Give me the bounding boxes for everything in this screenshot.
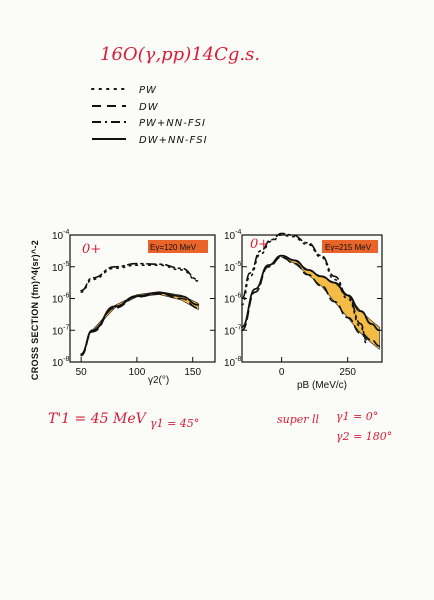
x-tick-label: 250 [339,367,356,378]
legend-item-pw-fsi: PW+NN-FSI [92,118,206,129]
y-tick-exponent: -5 [235,261,241,268]
series-dw-line [241,256,381,347]
y-tick-label: 10-4 [52,229,69,242]
x-tick-label: 150 [184,367,201,378]
notes-right: super ll γ1 = 0° γ2 = 180° [277,410,392,443]
legend-item-dw: DW [92,102,159,113]
y-tick-label: 10-6 [224,293,241,306]
y-tick-exponent: -7 [235,324,241,331]
y-tick-exponent: -7 [63,324,69,331]
y-tick-label: 10-6 [52,293,69,306]
notes-left: T'1 = 45 MeV γ1 = 45° [48,411,199,430]
x-tick-label: 0 [279,367,285,378]
right-panel: 10-8 10-7 10-6 10-5 10-4 0 250 0+ Eγ=215 MeV p… [224,229,383,391]
left-curves-layer [80,262,200,357]
y-tick-exponent: -5 [63,261,69,268]
series-pw-nn-fsi-line [241,232,367,341]
y-tick-label: 10-5 [224,261,241,274]
left-band-layer [92,291,199,333]
left-energy-label: Eγ=120 MeV [150,243,197,252]
note-right-angle1: γ1 = 0° [336,410,378,423]
left-x-axis-label: γ2(°) [148,375,169,386]
note-right-angle2: γ2 = 180° [336,430,392,443]
y-tick-label: 10-8 [52,356,69,369]
right-energy-label: Eγ=215 MeV [325,243,372,252]
left-state-label: 0+ [82,242,101,257]
series-pw-nn-fsi-line [80,262,200,292]
y-axis-label: CROSS SECTION (fm)^4(sr)^-2 [30,240,40,380]
y-tick-label: 10-8 [224,356,241,369]
legend-label-dw-fsi: DW+NN-FSI [139,135,208,146]
y-tick-label: 10-7 [224,324,241,337]
note-left-angle: γ1 = 45° [150,417,199,430]
y-tick-label: 10-7 [52,324,69,337]
note-left-energy: T'1 = 45 MeV [48,411,148,427]
left-panel: 10-8 10-7 10-6 10-5 10-4 50 100 150 0+ Eγ=120 M… [52,229,216,386]
y-tick-label: 10-5 [52,261,69,274]
legend: PW DW PW+NN-FSI DW+NN-FSI [91,85,208,146]
right-state-label: 0+ [250,237,269,252]
legend-item-pw: PW [91,85,157,96]
series-dw-line [80,292,200,357]
x-tick-label: 50 [76,367,88,378]
right-curves-layer [241,232,381,347]
x-tick-label: 100 [129,367,146,378]
note-right-setup: super ll [277,413,320,426]
right-x-axis-label: pB (MeV/c) [297,380,347,391]
series-pw-line [80,264,200,293]
y-tick-exponent: -6 [63,293,69,300]
uncertainty-band [92,291,199,333]
legend-label-pw-fsi: PW+NN-FSI [139,118,206,129]
series-dw-nn-fsi-line [241,254,381,332]
series-dw-nn-fsi-line [80,291,200,355]
y-tick-label: 10-4 [224,229,241,242]
right-plot-frame [241,234,383,363]
reaction-title: 16O(γ,pp)14Cg.s. [100,44,260,65]
legend-item-dw-fsi: DW+NN-FSI [92,135,208,146]
y-tick-exponent: -6 [235,293,241,300]
legend-label-dw: DW [139,102,159,113]
left-energy-tag [148,240,208,253]
legend-label-pw: PW [139,85,157,96]
y-tick-exponent: -4 [235,229,241,236]
series-pw-line [241,234,367,344]
y-tick-exponent: -8 [63,356,69,363]
y-tick-exponent: -8 [235,356,241,363]
y-tick-exponent: -4 [63,229,69,236]
right-energy-tag [322,240,378,253]
